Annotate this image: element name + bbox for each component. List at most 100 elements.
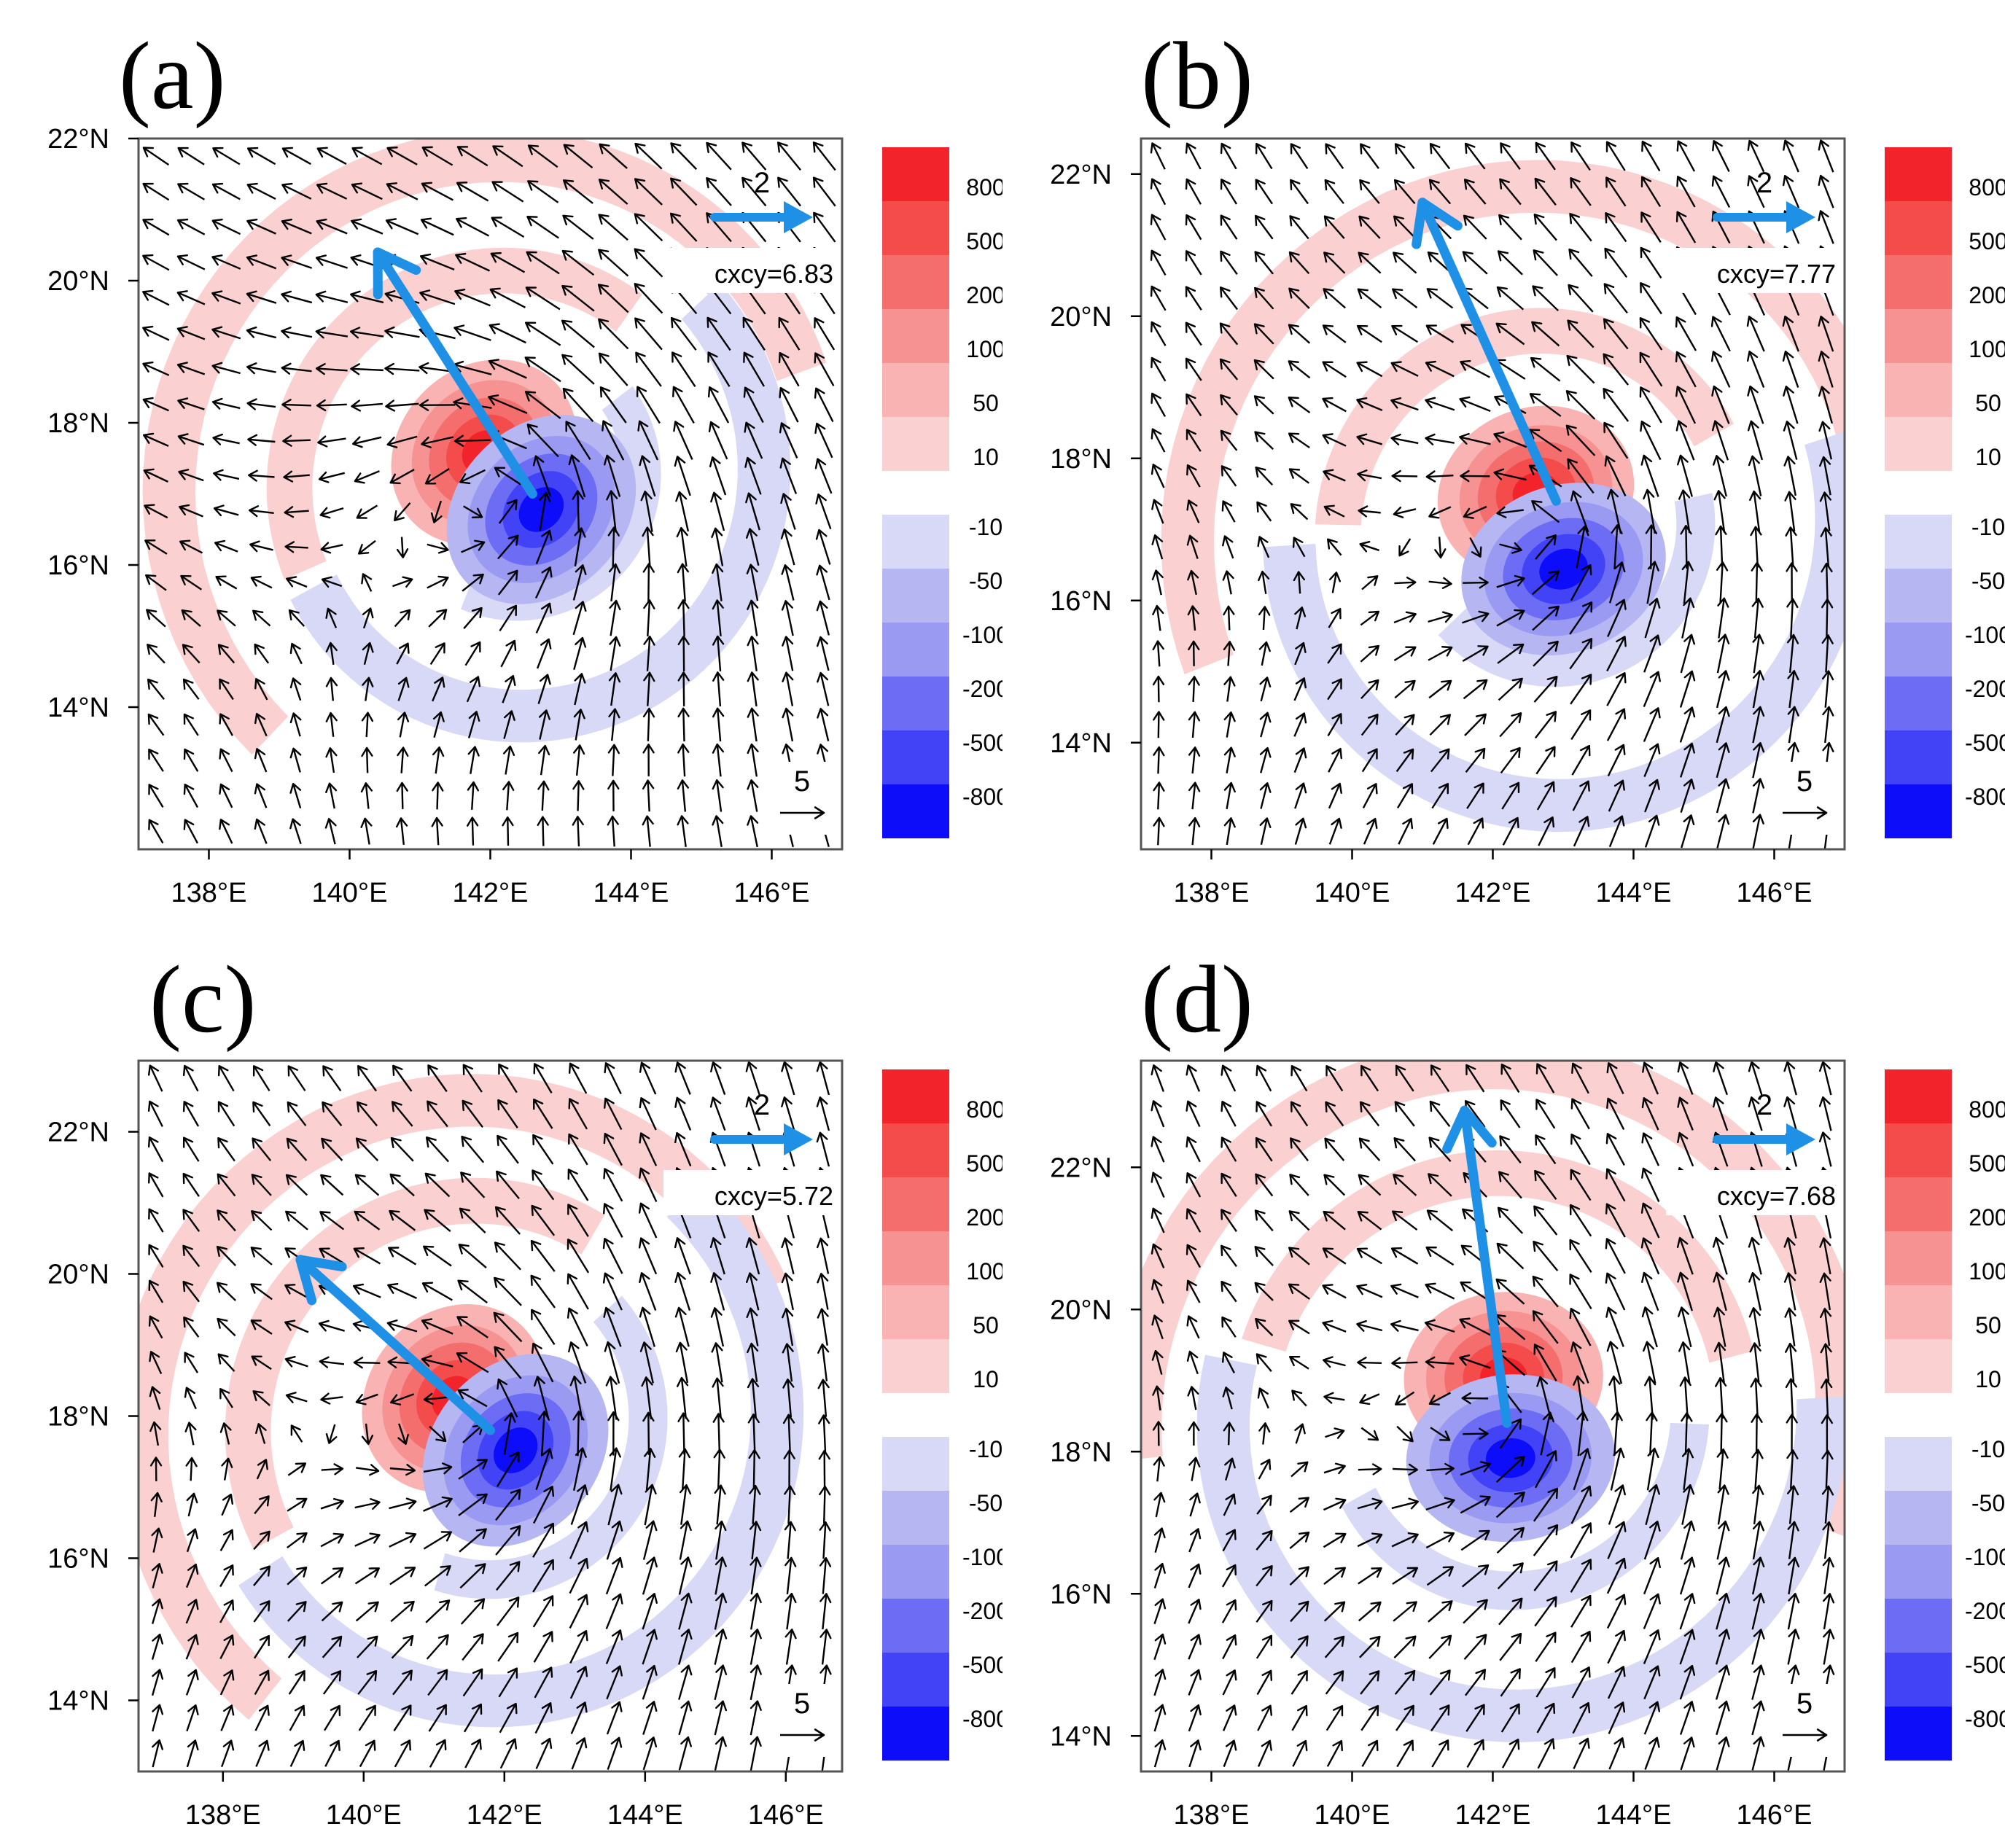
colorbar-segment bbox=[882, 1339, 949, 1393]
colorbar-segment bbox=[1885, 255, 1952, 309]
colorbar-segment bbox=[1885, 1491, 1952, 1545]
colorbar-label: 100 bbox=[966, 336, 1002, 362]
wind-arrow bbox=[1614, 1412, 1617, 1456]
colorbar-label: -500 bbox=[962, 1652, 1002, 1678]
colorbar-label: 50 bbox=[1975, 1312, 2001, 1338]
wind-arrow bbox=[1826, 564, 1827, 602]
wind-arrow bbox=[648, 1413, 649, 1455]
colorbar-label: -800 bbox=[1965, 784, 2005, 810]
wind-arrow bbox=[683, 709, 684, 741]
wind-arrow bbox=[742, 143, 766, 170]
x-tick-label: 146°E bbox=[1737, 878, 1813, 908]
wind-arrowhead bbox=[1535, 1135, 1544, 1145]
wind-arrow bbox=[1570, 1274, 1592, 1309]
wind-arrow bbox=[1358, 1362, 1382, 1363]
colorbar-segment bbox=[1885, 1285, 1952, 1339]
wind-arrow bbox=[1498, 252, 1522, 275]
colorbar-segment bbox=[1885, 569, 1952, 623]
wind-arrowhead bbox=[1256, 180, 1265, 190]
wind-arrowhead bbox=[1640, 283, 1649, 292]
colorbar-segment bbox=[882, 1545, 949, 1599]
colorbar-segment bbox=[882, 515, 949, 569]
x-tick-label: 146°E bbox=[1737, 1800, 1813, 1831]
wind-arrow bbox=[492, 218, 524, 237]
wind-arrow bbox=[715, 1737, 723, 1771]
wind-arrow bbox=[1158, 747, 1159, 773]
colorbar-segment bbox=[1885, 363, 1952, 417]
x-tick-label: 146°E bbox=[734, 878, 810, 908]
wind-arrow bbox=[674, 387, 694, 424]
wind-arrowhead bbox=[1289, 434, 1299, 442]
colorbar-label: 200 bbox=[1969, 1204, 2005, 1231]
x-tick-label: 144°E bbox=[593, 878, 669, 908]
wind-arrow bbox=[823, 1522, 825, 1559]
wind-arrowhead bbox=[184, 1174, 192, 1183]
colorbar-label: -50 bbox=[969, 568, 1002, 594]
wind-arrow bbox=[1463, 582, 1487, 583]
wind-arrowhead bbox=[1546, 1633, 1555, 1642]
wind-arrow bbox=[532, 1276, 555, 1308]
wind-arrow bbox=[1358, 1469, 1382, 1470]
reference-wind-label: 5 bbox=[1796, 1688, 1813, 1720]
wind-arrow bbox=[599, 215, 628, 241]
wind-arrow bbox=[682, 780, 685, 811]
reference-wind-label: 5 bbox=[794, 1688, 810, 1720]
wind-arrow bbox=[754, 1450, 755, 1489]
reference-wind-label: 5 bbox=[1796, 765, 1813, 798]
x-tick-label: 142°E bbox=[1455, 1800, 1531, 1831]
wind-arrowhead bbox=[144, 148, 153, 157]
wind-arrow bbox=[427, 1635, 448, 1659]
wind-arrow bbox=[635, 249, 663, 277]
wind-arrow bbox=[1756, 527, 1758, 568]
y-tick-label: 22°N bbox=[1050, 1153, 1112, 1183]
x-tick-label: 142°E bbox=[467, 1800, 542, 1831]
colorbar-label: -100 bbox=[1965, 622, 2005, 648]
wind-arrow bbox=[402, 748, 403, 773]
reference-motion-arrowhead bbox=[784, 201, 813, 233]
wind-arrow bbox=[527, 217, 558, 238]
wind-arrow bbox=[367, 713, 368, 737]
wind-arrow bbox=[1721, 526, 1722, 568]
wind-arrow bbox=[578, 781, 579, 811]
wind-arrowhead bbox=[1222, 1317, 1231, 1327]
wind-arrow bbox=[497, 1136, 518, 1163]
wind-arrow bbox=[568, 1274, 588, 1309]
wind-arrow bbox=[507, 781, 509, 810]
colorbar-label: 500 bbox=[1969, 228, 2005, 254]
wind-arrow bbox=[356, 1175, 379, 1196]
colorbar-segment bbox=[1885, 309, 1952, 363]
wind-arrow bbox=[532, 1310, 554, 1344]
y-tick-label: 14°N bbox=[1050, 728, 1112, 759]
wind-arrow bbox=[437, 782, 438, 809]
wind-arrow bbox=[1158, 782, 1159, 809]
colorbar-label: -500 bbox=[1965, 1652, 2005, 1678]
wind-arrow bbox=[778, 178, 801, 206]
wind-arrow bbox=[1463, 1434, 1487, 1435]
colorbar-segment bbox=[882, 730, 949, 784]
wind-arrow bbox=[1569, 285, 1593, 312]
wind-arrow bbox=[1360, 1139, 1379, 1161]
colorbar-segment bbox=[882, 569, 949, 623]
y-tick-label: 20°N bbox=[47, 1260, 109, 1290]
y-tick-label: 16°N bbox=[47, 1544, 109, 1575]
y-tick-label: 18°N bbox=[47, 1402, 109, 1432]
wind-arrow bbox=[1193, 712, 1195, 738]
colorbar-label: 10 bbox=[1975, 1366, 2001, 1392]
wind-arrow bbox=[1640, 283, 1662, 313]
colorbar-segment bbox=[1885, 1545, 1952, 1599]
colorbar-label: -200 bbox=[962, 1598, 1002, 1624]
colorbar-segment bbox=[882, 201, 949, 255]
x-tick-label: 138°E bbox=[1174, 878, 1250, 908]
wind-arrow bbox=[577, 816, 579, 846]
wind-arrow bbox=[1755, 599, 1759, 638]
colorbar-label: -10 bbox=[969, 514, 1002, 540]
wind-arrow bbox=[1264, 607, 1265, 630]
wind-arrow bbox=[647, 600, 650, 636]
wind-arrow bbox=[785, 1239, 794, 1274]
colorbar-segment bbox=[882, 1491, 949, 1545]
colorbar-label: -200 bbox=[1965, 1598, 2005, 1624]
wind-arrow bbox=[569, 1309, 588, 1346]
